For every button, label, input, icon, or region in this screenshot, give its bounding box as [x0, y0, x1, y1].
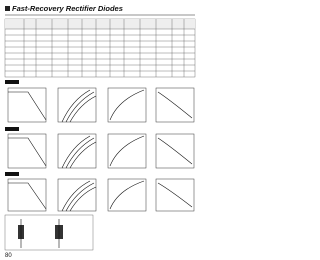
page-title: Fast-Recovery Rectifier Diodes [12, 4, 123, 13]
page: {"header": {"title": "Fast-Recovery Rect… [4, 4, 196, 259]
graph-rows [5, 80, 195, 212]
graph-row [5, 80, 195, 123]
page-number: 80 [5, 253, 12, 259]
graph-row [5, 172, 195, 212]
spec-table [4, 18, 196, 78]
outline-drawing [4, 214, 94, 251]
title-bullet [5, 6, 10, 11]
graph-row [5, 127, 195, 169]
datasheet-page: Fast-Recovery Rectifier Diodes [4, 4, 196, 259]
